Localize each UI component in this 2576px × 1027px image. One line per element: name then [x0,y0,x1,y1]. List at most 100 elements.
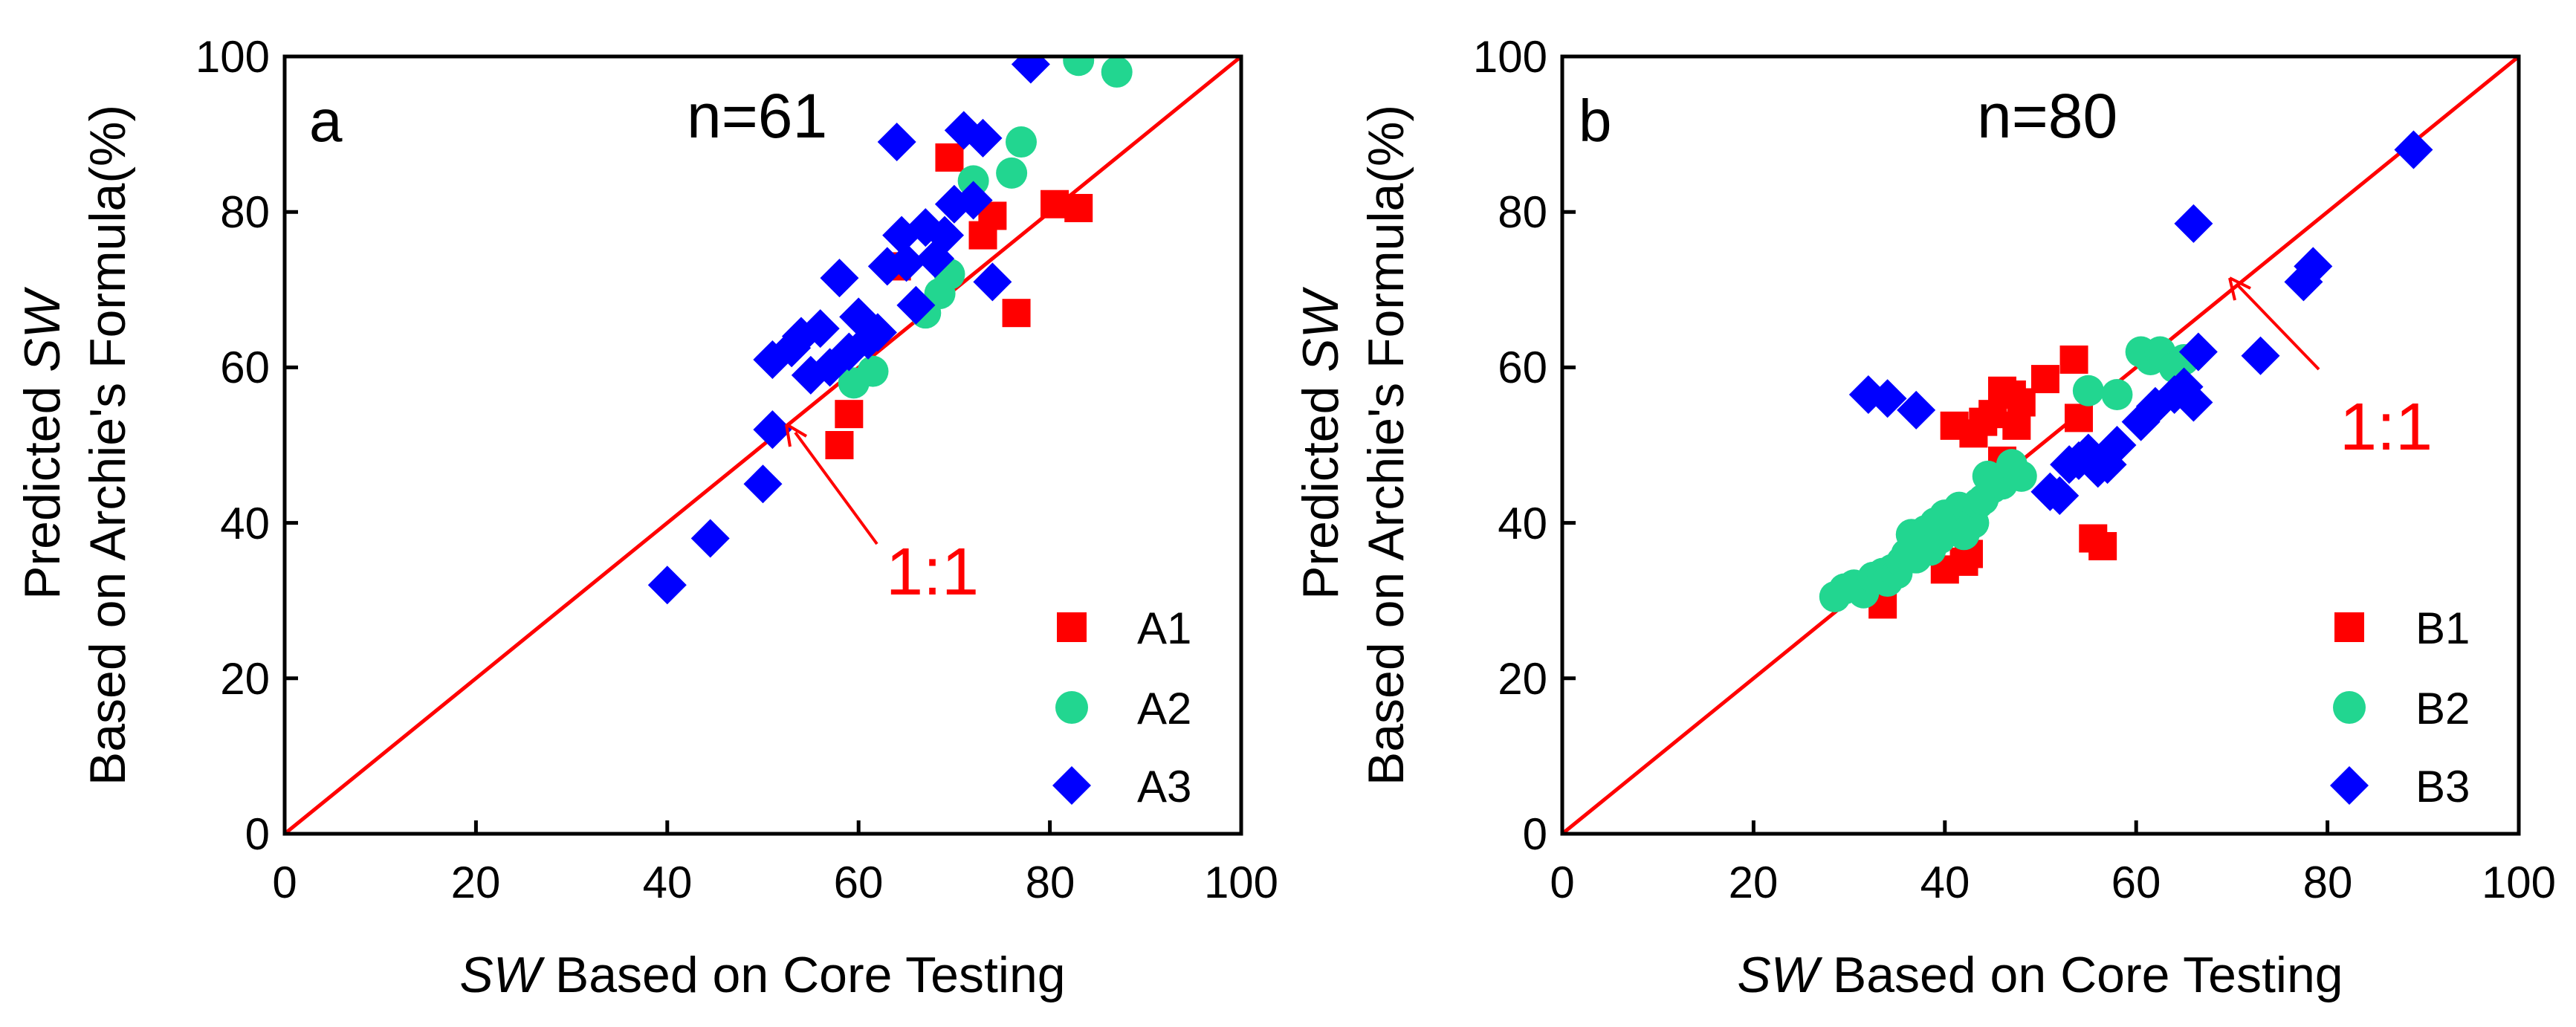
point-B2 [2005,460,2037,492]
panel-b-x-tick-label: 60 [2111,858,2161,907]
point-B3 [2174,383,2213,422]
legend-B3-marker [2330,766,2369,805]
panel-a-x-tick-label: 100 [1204,858,1278,907]
point-A1 [1002,299,1031,328]
panel-a-x-axis-title: SW Based on Core Testing [459,947,1065,1003]
panel-a-ratio-arrow [794,431,878,545]
legend-B3-label: B3 [2415,762,2470,811]
panel-b-y-tick-label: 80 [1498,187,1547,237]
svg-text:Predicted SW: Predicted SW [1292,286,1349,600]
point-A1 [1064,193,1093,222]
panel-a-x-tick-label: 80 [1026,858,1075,907]
point-A3 [877,123,916,162]
panel-a: 0 20 40 60 80 100 0 20 40 60 80 100 SW B… [14,32,1278,1003]
point-A2 [1005,126,1037,158]
point-A1 [825,431,854,459]
point-B3 [2097,426,2137,464]
legend-B2-marker [2333,691,2366,724]
point-A2 [1063,56,1095,77]
point-A3 [647,566,687,605]
point-B3 [2394,130,2433,169]
point-A3 [858,313,897,352]
point-B1 [2064,404,2093,432]
point-A3 [1011,56,1050,84]
svg-text:Based on Archie's Formula(%): Based on Archie's Formula(%) [1358,105,1414,785]
panel-a-n-label: n=61 [687,81,827,151]
panel-a-y-tick-label: 20 [220,654,270,704]
panel-b-y-tick-label: 100 [1473,32,1547,82]
legend-A3-label: A3 [1137,762,1191,811]
point-A3 [925,216,965,255]
legend-A2-label: A2 [1137,684,1191,733]
point-A1 [1041,189,1069,218]
point-A3 [896,285,936,325]
point-A3 [820,259,859,298]
point-B3 [2241,336,2280,375]
point-A2 [957,165,989,197]
point-B3 [2040,476,2080,515]
panel-a-ratio-label: 1:1 [886,535,979,609]
panel-a-x-tick-label: 40 [643,858,693,907]
point-B1 [2007,388,2036,417]
panel-b-n-label: n=80 [1977,81,2117,151]
legend-B1-marker [2334,612,2364,642]
legend-A2-marker [1055,691,1088,724]
panel-a-x-tick-label: 0 [272,858,297,907]
panel-a-y-tick-label: 100 [195,32,270,82]
point-A3 [934,184,974,224]
legend-A1-marker [1057,612,1087,642]
point-A3 [753,410,792,450]
point-B3 [2178,332,2218,372]
point-A3 [690,519,730,558]
point-A2 [1101,56,1133,88]
legend-A1-label: A1 [1137,603,1191,653]
point-A2 [857,355,889,387]
panel-b-x-tick-label: 40 [1920,858,1970,907]
point-B3 [1897,390,1936,430]
point-B3 [2294,247,2333,286]
panel-a-x-tick-label: 60 [834,858,884,907]
panel-a-y-tick-label: 60 [220,343,270,392]
panel-a-x-tick-label: 20 [451,858,501,907]
point-B1 [2088,531,2117,560]
point-A3 [743,464,783,504]
point-B1 [2059,345,2088,374]
panel-a-points [647,56,1133,605]
point-B2 [2072,375,2104,406]
panel-a-ratio-arrowhead [785,423,808,447]
panel-a-y-tick-label: 0 [245,809,270,859]
point-B3 [2174,204,2213,243]
panel-b-legend: B1 B2 B3 [2330,603,2470,811]
panel-b-x-tick-label: 20 [1729,858,1779,907]
point-B1 [2030,365,2059,394]
panel-b-x-tick-label: 100 [2482,858,2556,907]
panel-a-letter: a [309,88,343,154]
point-A2 [996,157,1028,189]
legend-A3-marker [1052,766,1091,805]
legend-B1-label: B1 [2415,603,2470,653]
panel-a-legend: A1 A2 A3 [1052,603,1191,811]
svg-text:Based on Archie's Formula(%): Based on Archie's Formula(%) [80,105,136,785]
point-A3 [887,243,926,282]
panel-b-y-tick-label: 20 [1498,654,1547,704]
panel-a-y-tick-label: 40 [220,499,270,548]
panel-b-y-tick-label: 60 [1498,343,1547,392]
panel-b-ratio-arrow [2237,285,2320,371]
panel-b-x-tick-label: 0 [1550,858,1574,907]
panel-a-ticks [282,54,1243,836]
point-A1 [935,143,964,172]
point-A3 [800,309,840,349]
panel-b: 0 20 40 60 80 100 0 20 40 60 80 100 SW B… [1292,32,2556,1003]
panel-b-letter: b [1579,88,1612,154]
point-A3 [963,118,1003,158]
point-B2 [2101,379,2133,411]
panel-b-y-tick-label: 40 [1498,499,1547,548]
panel-b-y-axis-title: Predicted SW Based on Archie's Formula(%… [1292,105,1414,785]
svg-text:Predicted SW: Predicted SW [14,286,71,600]
point-A1 [835,400,864,429]
panel-a-y-axis-title: Predicted SW Based on Archie's Formula(%… [14,105,136,785]
panel-b-ratio-arrowhead [2228,276,2251,301]
panel-b-x-tick-label: 80 [2303,858,2353,907]
panel-b-y-tick-label: 0 [1523,809,1547,859]
